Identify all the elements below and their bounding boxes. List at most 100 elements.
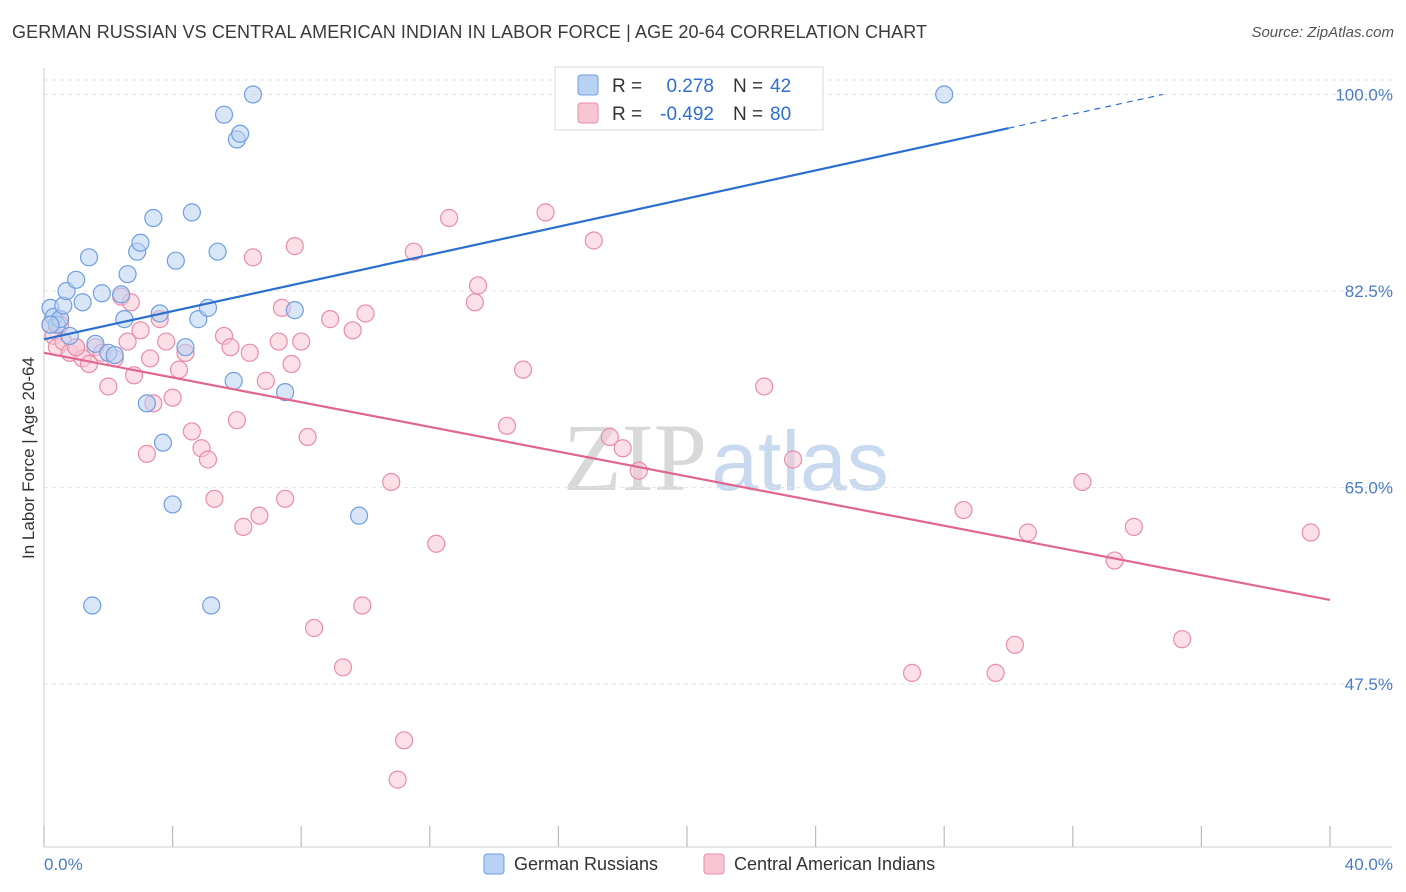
point-central-american-indians bbox=[131, 321, 150, 340]
point-german-russians bbox=[163, 495, 182, 514]
legend-r-label-2: R = bbox=[612, 104, 642, 125]
point-central-american-indians bbox=[256, 371, 275, 390]
point-central-american-indians bbox=[163, 388, 182, 407]
axes bbox=[43, 68, 1392, 848]
point-central-american-indians bbox=[137, 444, 156, 463]
point-german-russians bbox=[67, 270, 86, 289]
trend-line-german-russians-extension bbox=[1008, 93, 1163, 129]
series-legend-swatch-pink bbox=[703, 853, 725, 875]
point-central-american-indians bbox=[304, 618, 324, 638]
legend-r-value-2: -0.492 bbox=[660, 104, 714, 125]
point-central-american-indians bbox=[1073, 472, 1092, 492]
point-central-american-indians bbox=[243, 248, 263, 267]
point-central-american-indians bbox=[292, 332, 311, 351]
trend-lines bbox=[43, 93, 1331, 601]
point-german-russians bbox=[144, 208, 163, 228]
point-central-american-indians bbox=[118, 332, 137, 351]
legend-r-value-1: 0.278 bbox=[666, 76, 714, 97]
point-central-american-indians bbox=[353, 596, 372, 615]
point-central-american-indians bbox=[465, 293, 484, 312]
point-german-russians bbox=[153, 433, 173, 452]
point-central-american-indians bbox=[468, 276, 488, 295]
stats-legend-box bbox=[554, 66, 824, 131]
y-tick-label: 100.0% bbox=[1335, 85, 1393, 104]
point-central-american-indians bbox=[1018, 523, 1037, 542]
point-central-american-indians bbox=[205, 489, 224, 508]
y-tick-label: 65.0% bbox=[1345, 479, 1393, 498]
legend-r-label-1: R = bbox=[612, 76, 642, 97]
point-german-russians bbox=[166, 251, 185, 270]
point-central-american-indians bbox=[427, 534, 446, 553]
point-central-american-indians bbox=[157, 332, 176, 351]
point-german-russians bbox=[79, 248, 99, 267]
point-german-russians bbox=[935, 85, 954, 104]
point-central-american-indians bbox=[600, 427, 619, 447]
point-central-american-indians bbox=[198, 450, 218, 469]
point-central-american-indians bbox=[321, 310, 340, 329]
point-central-american-indians bbox=[1005, 635, 1025, 654]
y-tick-label: 82.5% bbox=[1345, 282, 1393, 301]
point-central-american-indians bbox=[584, 231, 603, 250]
y-axis-label: In Labor Force | Age 20-64 bbox=[19, 357, 38, 559]
point-german-russians bbox=[118, 265, 137, 284]
point-german-russians bbox=[208, 242, 227, 261]
point-central-american-indians bbox=[269, 332, 288, 351]
point-central-american-indians bbox=[234, 517, 253, 536]
point-german-russians bbox=[202, 596, 221, 615]
series-german-russians bbox=[41, 85, 954, 615]
series-legend-label-1: German Russians bbox=[514, 854, 658, 874]
point-german-russians bbox=[41, 315, 60, 334]
trend-line-central-american-indians bbox=[43, 351, 1331, 601]
trend-line-german-russians bbox=[43, 127, 1009, 341]
point-central-american-indians bbox=[343, 321, 362, 340]
series-legend: German Russians Central American Indians bbox=[483, 853, 935, 875]
series-central-american-indians bbox=[41, 203, 1320, 789]
point-german-russians bbox=[105, 345, 124, 365]
x-tick-label: 0.0% bbox=[44, 855, 83, 874]
point-central-american-indians bbox=[276, 489, 295, 508]
point-central-american-indians bbox=[404, 242, 423, 261]
point-central-american-indians bbox=[298, 427, 317, 447]
point-german-russians bbox=[349, 506, 369, 525]
watermark: ZIP atlas bbox=[563, 404, 889, 511]
point-german-russians bbox=[115, 310, 134, 329]
point-central-american-indians bbox=[986, 663, 1005, 683]
point-central-american-indians bbox=[513, 360, 533, 379]
grid bbox=[44, 79, 1392, 685]
point-central-american-indians bbox=[783, 450, 803, 469]
point-german-russians bbox=[86, 334, 105, 353]
point-central-american-indians bbox=[954, 500, 973, 520]
point-german-russians bbox=[214, 105, 234, 124]
legend-n-label-1: N = bbox=[733, 76, 763, 97]
legend-n-value-1: 42 bbox=[770, 76, 791, 97]
stats-legend: R = 0.278 N = 42 R = -0.492 N = 80 bbox=[554, 66, 824, 131]
point-central-american-indians bbox=[227, 411, 246, 430]
point-central-american-indians bbox=[356, 304, 375, 323]
legend-n-value-2: 80 bbox=[770, 104, 791, 125]
series-legend-label-2: Central American Indians bbox=[734, 854, 935, 874]
point-german-russians bbox=[83, 596, 102, 615]
legend-n-label-2: N = bbox=[733, 104, 763, 125]
point-central-american-indians bbox=[388, 770, 407, 789]
point-central-american-indians bbox=[1124, 517, 1143, 536]
y-tick-labels: 100.0% 82.5% 65.0% 47.5% bbox=[1335, 85, 1393, 694]
point-german-russians bbox=[243, 85, 263, 104]
point-german-russians bbox=[92, 284, 111, 303]
chart-title: GERMAN RUSSIAN VS CENTRAL AMERICAN INDIA… bbox=[12, 22, 928, 42]
point-central-american-indians bbox=[282, 354, 301, 374]
point-central-american-indians bbox=[285, 236, 304, 256]
point-german-russians bbox=[112, 285, 131, 304]
point-central-american-indians bbox=[902, 663, 922, 683]
point-german-russians bbox=[176, 338, 195, 357]
point-central-american-indians bbox=[394, 731, 414, 750]
legend-swatch-pink bbox=[577, 102, 599, 124]
point-german-russians bbox=[137, 394, 156, 413]
point-central-american-indians bbox=[240, 343, 259, 362]
x-tick-labels: 0.0% 40.0% bbox=[44, 855, 1393, 874]
point-german-russians bbox=[231, 124, 250, 143]
point-german-russians bbox=[285, 301, 304, 320]
point-central-american-indians bbox=[169, 360, 189, 379]
legend-swatch-blue bbox=[577, 74, 599, 96]
point-central-american-indians bbox=[439, 208, 459, 228]
